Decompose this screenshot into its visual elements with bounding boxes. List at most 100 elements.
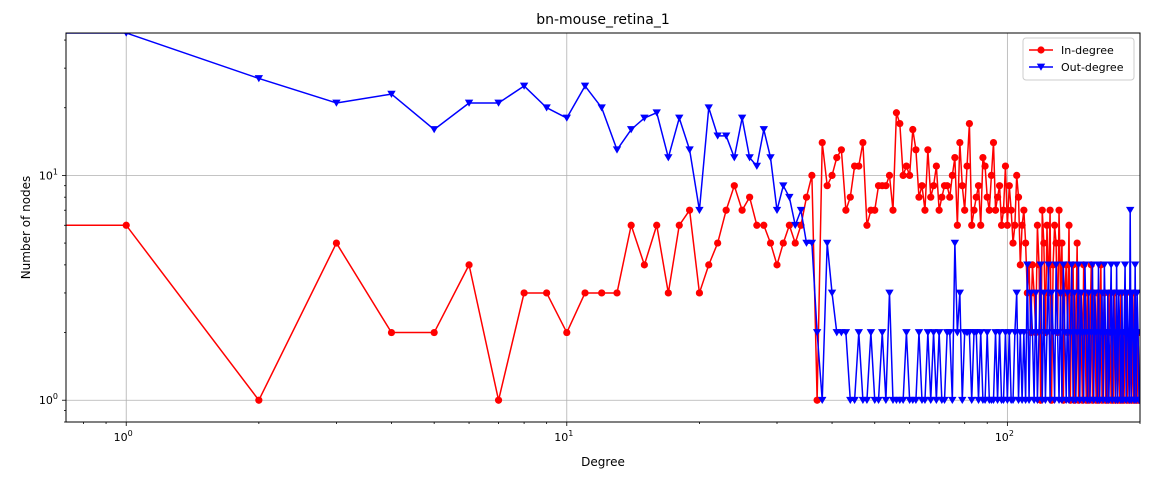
y-axis-label: Number of nodes (19, 176, 33, 280)
data-point (963, 162, 971, 170)
data-point (1088, 261, 1097, 269)
data-point (766, 154, 775, 162)
data-point (1066, 329, 1075, 337)
data-point (704, 104, 713, 112)
data-point (1036, 261, 1045, 269)
data-point (766, 239, 775, 247)
data-point (909, 125, 917, 134)
data-point (772, 206, 782, 215)
data-point (664, 289, 672, 297)
data-point (1018, 221, 1026, 229)
data-point (1011, 221, 1019, 229)
data-point (1060, 329, 1069, 337)
data-point (752, 162, 762, 170)
data-point (54, 30, 62, 37)
data-point (972, 193, 980, 201)
data-point (995, 329, 1004, 337)
data-point (1074, 261, 1083, 269)
data-point (785, 193, 794, 201)
data-point (598, 289, 606, 297)
data-point (977, 221, 985, 229)
data-point (664, 154, 673, 162)
data-point (685, 146, 694, 154)
data-point (862, 396, 872, 404)
x-tick-base: 10 (995, 431, 1009, 444)
data-point (906, 171, 914, 180)
data-point (464, 99, 474, 107)
data-point (543, 289, 551, 297)
data-point (855, 162, 863, 170)
data-point (912, 146, 920, 154)
data-point (961, 206, 969, 214)
data-point (54, 222, 61, 229)
data-point (935, 206, 943, 214)
legend-label: In-degree (1061, 44, 1114, 57)
data-point (494, 396, 503, 404)
data-point (730, 182, 738, 190)
data-point (955, 289, 965, 297)
data-point (653, 221, 661, 229)
data-point (956, 138, 964, 147)
data-point (1019, 329, 1029, 337)
data-point (823, 239, 832, 247)
data-point (885, 171, 894, 180)
data-point (987, 171, 996, 180)
data-point (254, 75, 264, 83)
data-point (1042, 329, 1052, 337)
data-point (695, 206, 704, 215)
data-point (979, 154, 987, 162)
data-point (812, 329, 822, 337)
data-point (938, 193, 946, 201)
data-point (465, 261, 473, 269)
data-point (808, 171, 816, 180)
data-point (580, 82, 590, 90)
data-point (1007, 206, 1015, 214)
data-point (1013, 171, 1021, 180)
data-point (991, 206, 1000, 214)
y-tick-label: 101 (39, 167, 58, 182)
data-point (745, 154, 754, 162)
legend-label: Out-degree (1061, 61, 1124, 74)
data-point (968, 221, 976, 229)
data-point (737, 114, 747, 122)
data-point (854, 329, 863, 337)
y-tick-exponent: 0 (53, 392, 58, 401)
data-point (1047, 289, 1056, 297)
data-point (1028, 261, 1037, 269)
x-tick-base: 10 (114, 431, 128, 444)
data-point (878, 329, 887, 337)
data-point (123, 33, 129, 37)
data-point (1070, 289, 1079, 297)
data-point (779, 182, 788, 190)
data-point (948, 396, 957, 404)
data-point (1010, 329, 1020, 337)
data-point (818, 138, 826, 147)
data-point (871, 206, 879, 214)
data-point (953, 329, 962, 337)
data-point (675, 114, 684, 122)
data-point (974, 182, 983, 190)
x-tick-label: 102 (995, 429, 1014, 444)
data-point (1043, 221, 1051, 229)
data-point (612, 146, 622, 154)
data-point (932, 162, 940, 170)
data-point (1132, 289, 1140, 297)
x-tick-label: 100 (114, 429, 133, 444)
data-point (332, 99, 341, 107)
data-point (965, 120, 974, 128)
data-point (1014, 193, 1023, 201)
data-point (889, 206, 897, 214)
data-point (791, 239, 799, 247)
data-point (613, 289, 621, 297)
data-point (581, 289, 589, 297)
data-point (1039, 289, 1049, 297)
data-point (738, 206, 746, 214)
data-point (915, 193, 923, 201)
legend-marker (1037, 46, 1045, 54)
data-point (818, 396, 827, 404)
data-point (779, 239, 787, 247)
data-point (813, 396, 821, 404)
data-point (1100, 261, 1109, 269)
data-point (945, 329, 954, 337)
data-point (1063, 289, 1072, 297)
